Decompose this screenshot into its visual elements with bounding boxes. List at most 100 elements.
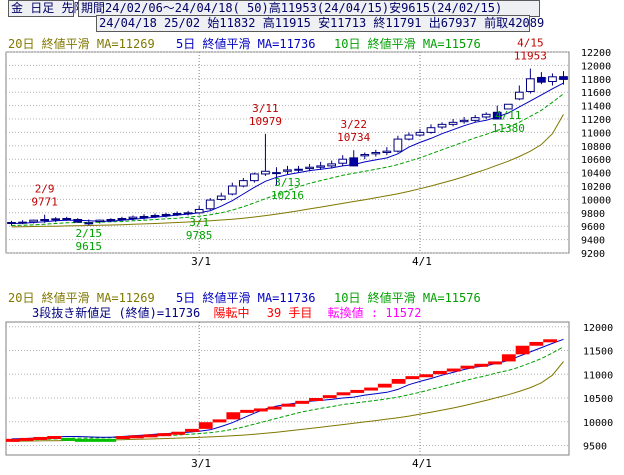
candle-body <box>305 166 314 170</box>
top-y-tick-label: 10800 <box>581 142 611 153</box>
break-brick <box>102 438 117 442</box>
candle-body <box>205 199 215 210</box>
break-brick <box>529 341 544 346</box>
header-row: 金 日足 先限 期間24/02/06～24/04/18( 50)高11953(2… <box>8 0 608 17</box>
break-brick <box>129 435 144 439</box>
instrument-label: 金 日足 先限 <box>8 0 85 17</box>
top-x-axis: 3/1 4/1 <box>191 255 432 268</box>
annotation-date: 3/1 <box>189 216 209 229</box>
break-brick <box>488 361 502 365</box>
candle-body <box>272 172 281 175</box>
candle-body <box>426 127 436 133</box>
candle-body <box>404 134 414 140</box>
break-info: 3段抜き新値足 (終値)=11736 陽転中 39 手目 転換値 : 11572 <box>32 305 421 320</box>
annotation-value: 9771 <box>31 196 58 209</box>
candle-body <box>40 219 50 221</box>
break-brick <box>253 408 268 412</box>
break-brick <box>157 433 172 437</box>
break-brick <box>74 438 89 442</box>
annotation-value: 9615 <box>76 240 103 253</box>
top-y-tick-label: 10000 <box>581 195 611 206</box>
break-brick <box>433 370 447 375</box>
annotation-value: 10734 <box>337 131 370 144</box>
break-info-count: 39 手目 <box>267 306 313 320</box>
break-brick <box>460 365 475 369</box>
break-brick <box>419 374 434 378</box>
annotation-date: 4/11 <box>495 109 522 122</box>
candle-body <box>327 163 337 167</box>
break-brick <box>322 395 337 399</box>
annotation-value: 11953 <box>514 50 547 63</box>
top-y-tick-label: 11800 <box>581 75 611 86</box>
top-y-tick-label: 12200 <box>581 48 611 59</box>
candle-body <box>537 76 546 83</box>
break-brick <box>116 436 130 439</box>
annotation-date: 2/9 <box>35 183 55 196</box>
top-x-tick-label: 4/1 <box>412 255 432 268</box>
annotation-value: 10216 <box>271 189 304 202</box>
bottom-x-axis: 3/1 4/1 <box>191 457 432 470</box>
annotation-date: 2/15 <box>76 227 103 240</box>
bottom-x-tick-label: 3/1 <box>191 457 211 470</box>
bottom-y-tick-label: 11000 <box>583 370 613 381</box>
legend-ma10: 10日 終値平滑 MA=11576 <box>334 36 481 51</box>
break-brick <box>33 436 48 440</box>
candle-body <box>349 157 359 167</box>
top-grid <box>5 51 570 254</box>
candle-body <box>161 213 171 216</box>
candle-body <box>448 121 458 125</box>
bottom-legend-ma5: 5日 終値平滑 MA=11736 <box>176 290 315 305</box>
top-plot-frame <box>5 51 570 254</box>
top-y-tick-label: 11600 <box>581 88 611 99</box>
top-y-tick-label: 11400 <box>581 102 611 113</box>
bottom-line-ma5 <box>11 338 564 440</box>
top-y-tick-label: 10400 <box>581 169 611 180</box>
break-brick <box>543 339 557 343</box>
candlesticks <box>7 68 568 226</box>
candle-body <box>548 76 557 82</box>
top-y-tick-label: 9200 <box>581 249 605 260</box>
candle-body <box>227 185 237 195</box>
candle-body <box>183 212 193 215</box>
candle-body <box>261 170 270 175</box>
top-y-tick-label: 9400 <box>581 236 605 247</box>
candle-body <box>294 168 303 171</box>
candle-body <box>117 217 127 220</box>
candle-body <box>18 221 27 224</box>
break-brick <box>226 412 241 420</box>
top-line-ma20 <box>11 114 564 228</box>
bottom-x-tick-label: 4/1 <box>412 457 432 470</box>
candle-body <box>338 158 348 164</box>
candle-body <box>492 111 502 120</box>
break-brick <box>405 376 420 380</box>
top-y-tick-label: 10200 <box>581 182 611 193</box>
break-brick <box>185 428 199 432</box>
annotation-value: 11380 <box>492 122 525 135</box>
bottom-legend-ma20: 20日 終値平滑 MA=11269 <box>8 290 155 305</box>
break-brick <box>377 383 392 388</box>
candle-body <box>62 217 72 220</box>
break-brick <box>515 345 530 355</box>
annotation-date: 3/13 <box>274 176 301 189</box>
break-brick <box>474 363 489 367</box>
bottom-line-ma10 <box>11 346 564 441</box>
candle-body <box>371 152 381 155</box>
period-summary: 期間24/02/06～24/04/18( 50)高11953(24/04/15)… <box>78 0 540 17</box>
candle-body <box>139 215 149 218</box>
break-brick <box>267 406 282 410</box>
annotation-date: 3/22 <box>340 118 367 131</box>
break-brick <box>61 437 75 441</box>
top-y-tick-label: 12000 <box>581 61 611 72</box>
bottom-y-tick-label: 10500 <box>583 394 613 405</box>
candle-body <box>128 216 138 219</box>
top-y-tick-label: 10600 <box>581 155 611 166</box>
candle-body <box>7 222 16 225</box>
annotation-value: 9785 <box>186 229 213 242</box>
break-info-prefix: 3段抜き新値足 (終値)=11736 <box>32 305 200 320</box>
bottom-panel: 20日 終値平滑 MA=11269 5日 終値平滑 MA=11736 10日 終… <box>5 290 613 470</box>
top-y-tick-label: 9800 <box>581 209 605 220</box>
break-brick <box>143 434 158 438</box>
annotation-date: 3/11 <box>252 102 279 115</box>
break-brick <box>391 379 406 384</box>
bottom-y-tick-label: 12000 <box>583 323 613 334</box>
